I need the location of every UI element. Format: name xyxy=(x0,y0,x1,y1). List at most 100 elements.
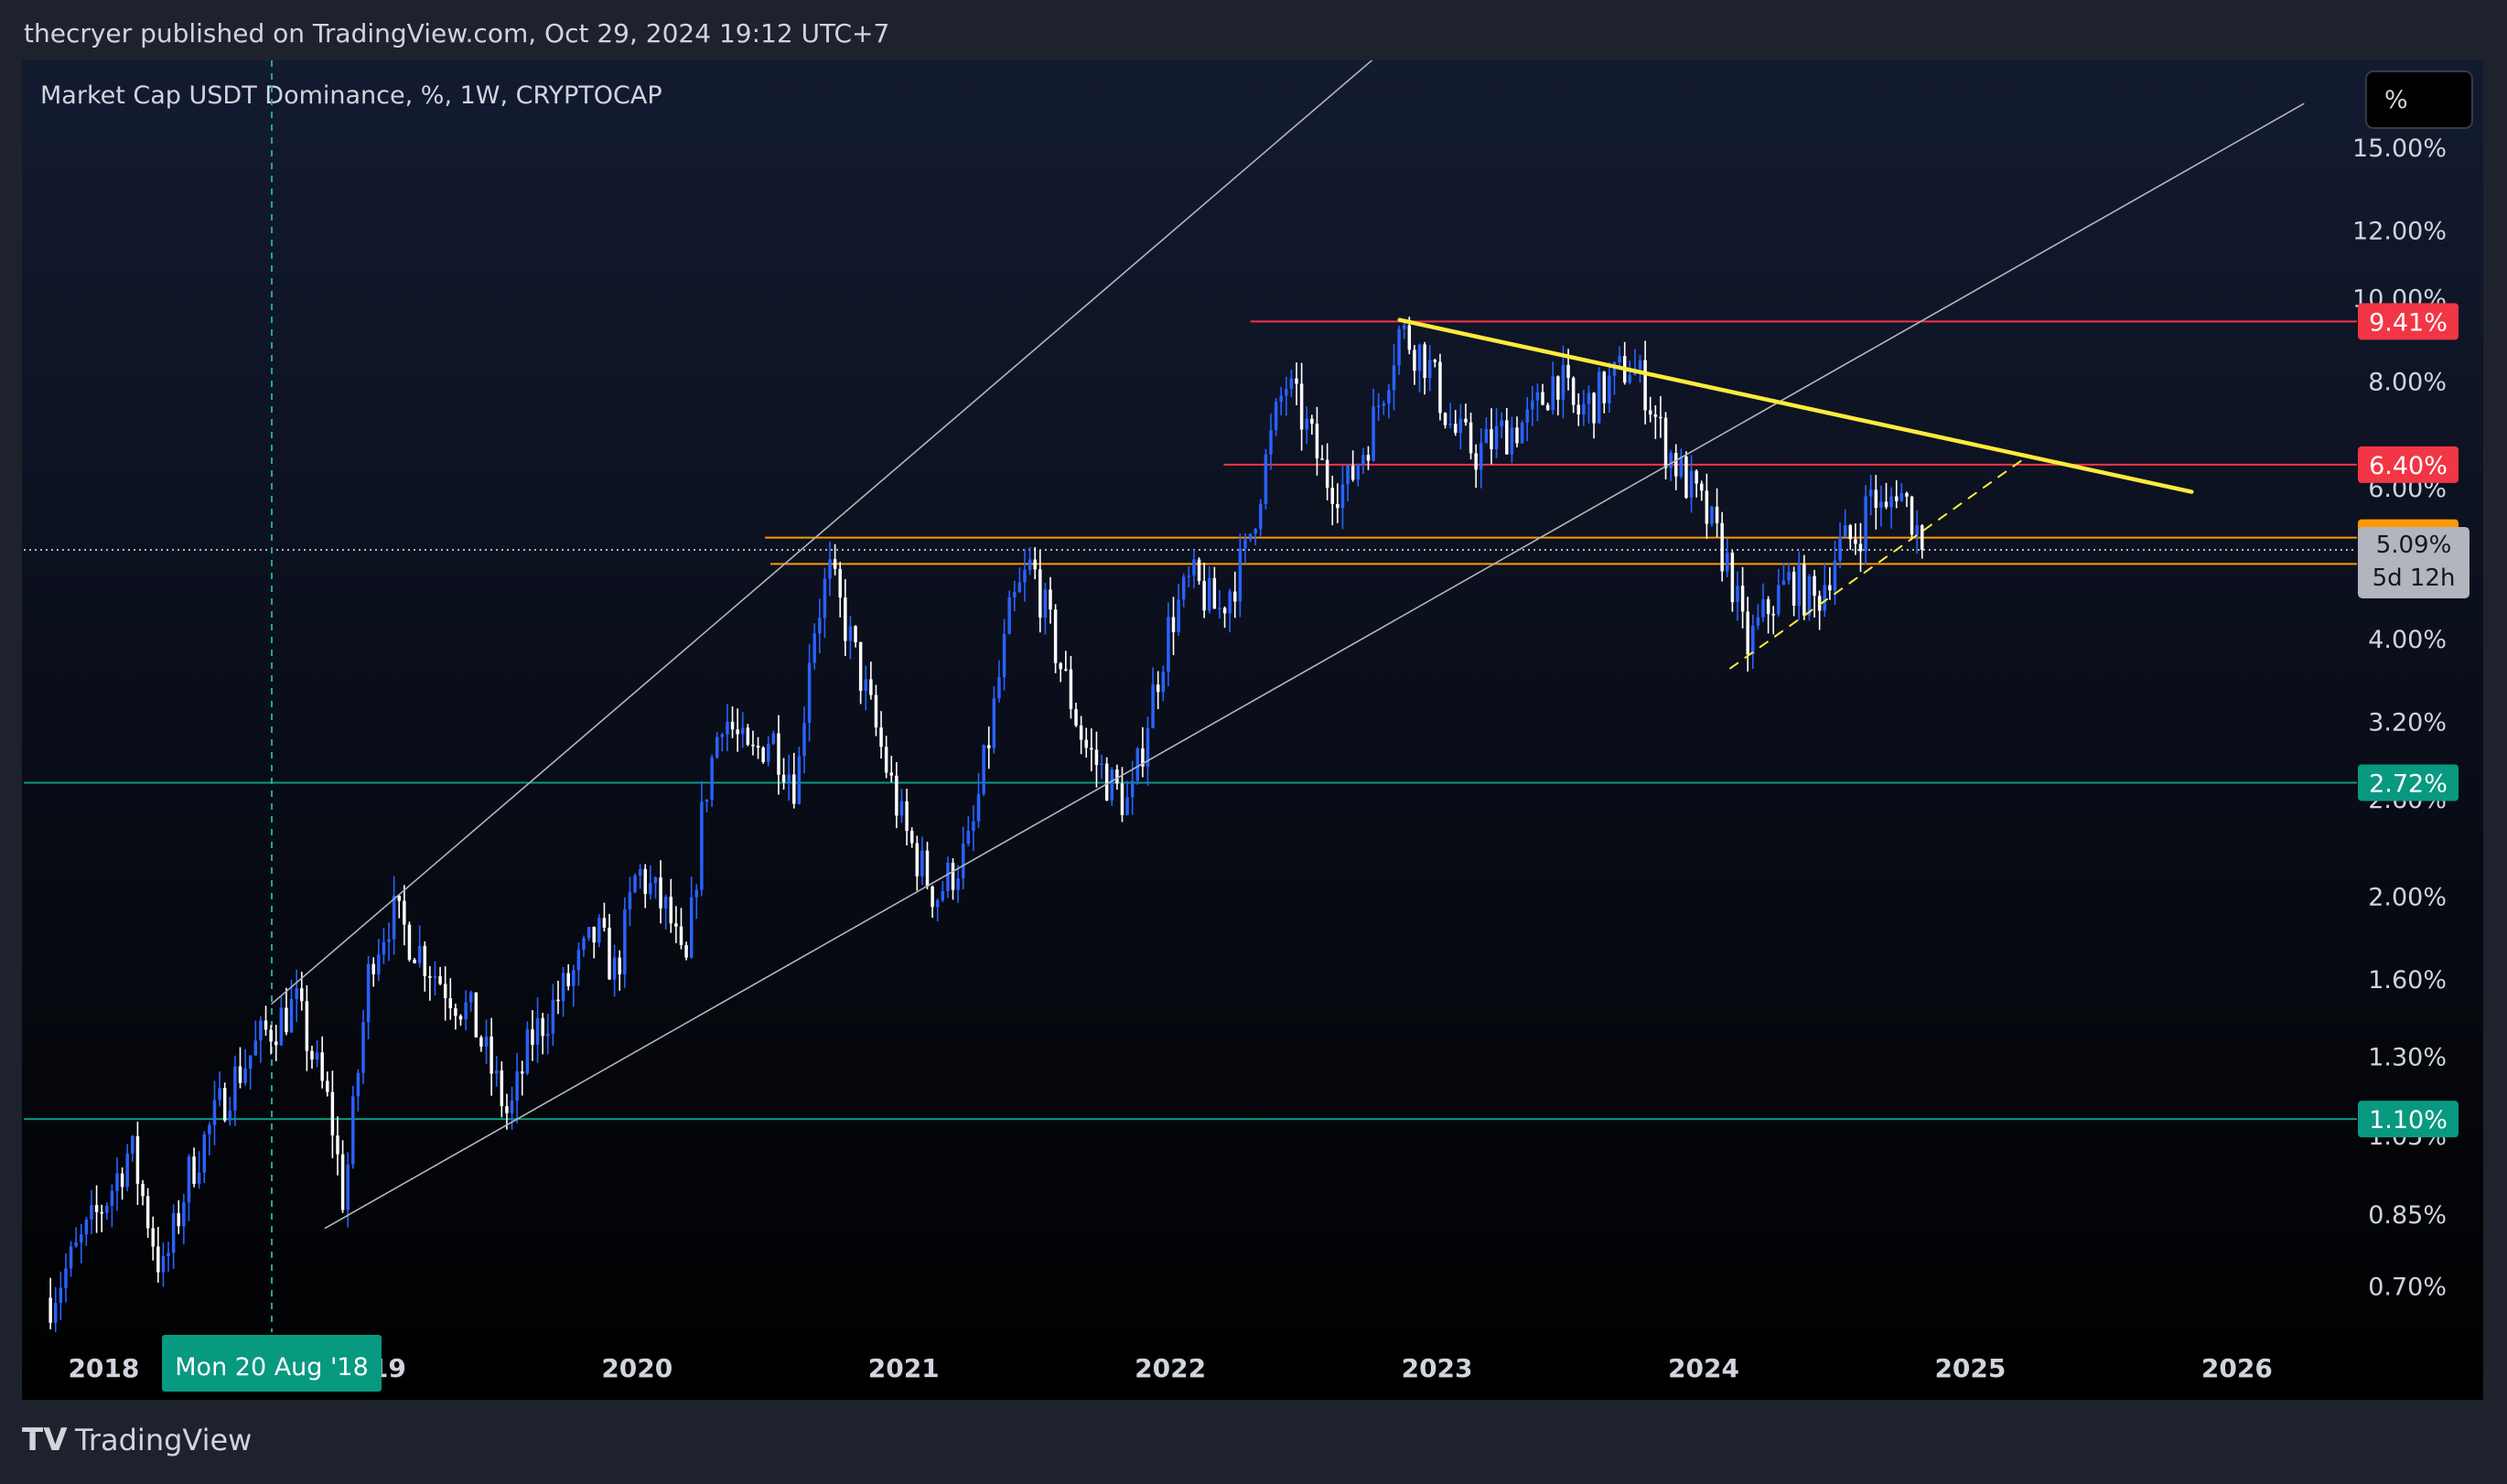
candle xyxy=(1013,580,1017,612)
candle xyxy=(1705,473,1709,539)
publish-info: thecryer published on TradingView.com, O… xyxy=(24,18,889,48)
trendline-channel-lower[interactable] xyxy=(324,102,2305,1230)
candle xyxy=(628,876,632,927)
candle xyxy=(1597,367,1601,424)
candle xyxy=(1490,408,1493,465)
candle xyxy=(1715,488,1719,538)
candle xyxy=(767,736,770,767)
candle xyxy=(1218,589,1221,619)
candle xyxy=(838,562,842,618)
candle xyxy=(259,1016,263,1063)
candle xyxy=(1448,403,1452,429)
candle xyxy=(1269,414,1273,470)
candle xyxy=(771,730,776,746)
candle xyxy=(1602,371,1607,414)
candle xyxy=(684,941,688,961)
candle xyxy=(1556,375,1560,416)
candle xyxy=(1100,754,1103,780)
candle xyxy=(854,625,857,648)
candle xyxy=(1628,360,1632,385)
scale-mode-button[interactable]: % xyxy=(2365,70,2473,129)
candle xyxy=(167,1242,170,1273)
candle xyxy=(1156,671,1160,710)
candle xyxy=(879,711,883,759)
candle xyxy=(1397,325,1401,375)
candle xyxy=(356,1069,360,1112)
candle xyxy=(1413,345,1416,385)
candle xyxy=(1228,588,1232,633)
x-tick-label: 2020 xyxy=(601,1353,672,1383)
candle xyxy=(94,1185,99,1233)
candle xyxy=(1864,485,1867,565)
candle xyxy=(818,598,822,654)
candle xyxy=(659,860,662,924)
candle xyxy=(84,1216,89,1246)
chart-title: Market Cap USDT Dominance, %, 1W, CRYPTO… xyxy=(40,81,662,110)
level-price-label: 6.40% xyxy=(2358,446,2459,483)
candle xyxy=(1454,410,1458,436)
candle xyxy=(295,969,298,1022)
candle xyxy=(1740,566,1745,629)
candle xyxy=(1387,383,1391,419)
tradingview-logo[interactable]: TV TradingView xyxy=(22,1422,252,1458)
candle xyxy=(382,927,386,964)
candle xyxy=(1587,385,1591,424)
candle xyxy=(1884,482,1888,510)
y-tick-label: 15.00% xyxy=(2352,134,2447,163)
candle xyxy=(120,1167,124,1200)
candle xyxy=(1340,465,1345,530)
trendline-support-dashed[interactable] xyxy=(1729,457,2025,670)
candle xyxy=(746,724,750,747)
candle xyxy=(663,894,668,930)
candle xyxy=(1336,483,1340,523)
candle xyxy=(438,966,442,985)
candle xyxy=(740,712,745,748)
candle xyxy=(1110,767,1114,806)
candle xyxy=(726,704,729,751)
candle xyxy=(1505,408,1509,455)
level-price-label: 9.41% xyxy=(2358,303,2459,340)
candle xyxy=(1376,393,1381,422)
candle xyxy=(546,1013,550,1055)
candle xyxy=(895,762,898,829)
candle xyxy=(1279,386,1283,416)
candle xyxy=(54,1286,58,1332)
candle xyxy=(1858,522,1863,573)
candle xyxy=(1464,403,1468,426)
candle xyxy=(1541,383,1544,406)
candle xyxy=(387,922,391,962)
candle xyxy=(336,1116,339,1176)
candle xyxy=(187,1154,191,1221)
level-price-text: 6.40% xyxy=(2369,452,2448,480)
candle xyxy=(1535,383,1540,422)
candle xyxy=(125,1144,129,1192)
y-tick-label: 0.85% xyxy=(2368,1201,2447,1230)
candle xyxy=(1115,764,1119,790)
candle xyxy=(551,984,555,1046)
candle xyxy=(561,967,565,1017)
candle xyxy=(264,1005,268,1036)
time-axis[interactable]: 201820192020202120222023202420252026 xyxy=(68,1353,2272,1383)
trendline-resistance[interactable] xyxy=(1397,317,2194,494)
candle xyxy=(413,957,416,964)
chart-pane[interactable] xyxy=(22,60,2483,1400)
candle xyxy=(833,543,837,575)
candle xyxy=(1469,412,1473,460)
candle xyxy=(1059,661,1062,683)
y-tick-label: 0.70% xyxy=(2368,1274,2447,1302)
candle xyxy=(192,1147,196,1188)
candle xyxy=(515,1052,519,1124)
candle xyxy=(1207,565,1211,614)
candle xyxy=(1438,353,1442,421)
candle xyxy=(1171,597,1176,656)
candle xyxy=(197,1151,201,1189)
candle xyxy=(976,772,981,828)
candle xyxy=(972,805,975,852)
candle xyxy=(1069,655,1073,719)
candle xyxy=(279,996,284,1047)
candle xyxy=(1848,523,1853,551)
trendline-channel-upper[interactable] xyxy=(271,0,1517,1005)
candle xyxy=(884,736,888,779)
